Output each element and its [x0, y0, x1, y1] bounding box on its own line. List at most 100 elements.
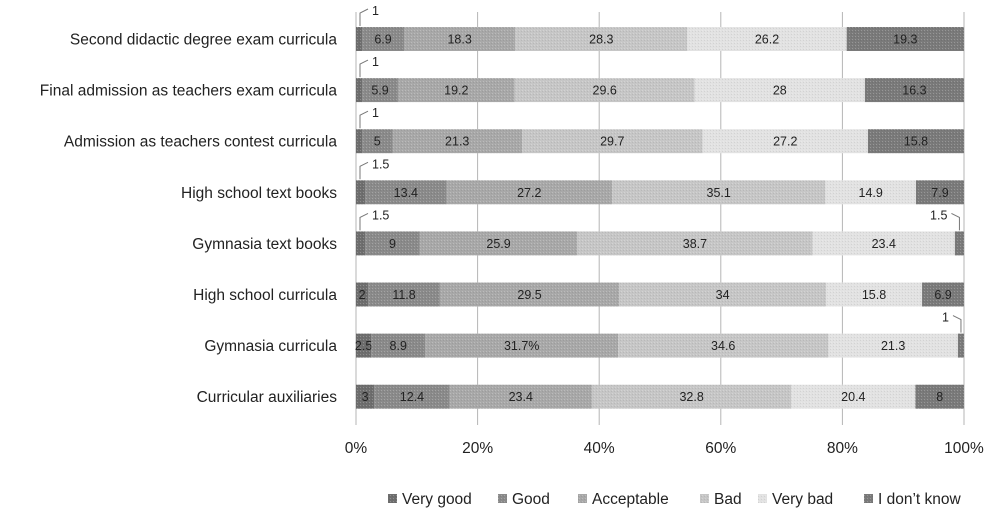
data-label: 1: [372, 4, 379, 18]
bar-segment: [362, 27, 405, 51]
bar-segment: [825, 180, 916, 205]
bar-segment: [915, 180, 964, 205]
bar-segment: [521, 129, 703, 154]
bar-segment: [514, 78, 695, 103]
bar-segment: [687, 27, 847, 51]
bar-segment: [365, 180, 447, 205]
bar-segments: 6.9 18.3 28.3 26.2 19.35.9 19.2 29.6 28 16.35 21.…: [355, 27, 964, 409]
data-label: 38.7: [683, 237, 707, 251]
data-label: 5.9: [371, 84, 388, 98]
data-label: 6.9: [374, 33, 391, 47]
bar-segment: [825, 282, 923, 307]
data-label: 23.4: [509, 390, 533, 404]
data-label: 27.2: [517, 186, 541, 200]
data-label: 9: [389, 237, 396, 251]
bar-segment: [365, 231, 420, 256]
data-label: 13.4: [394, 186, 418, 200]
bar-segment: [515, 27, 688, 51]
bar-segment: [694, 78, 865, 103]
data-label: 2.5: [355, 339, 372, 353]
data-label: 31.7%: [504, 339, 539, 353]
bar-segment: [356, 231, 366, 256]
bar-segment: [356, 27, 363, 51]
bar-segment: [867, 129, 964, 154]
bar-segment: [368, 282, 440, 307]
data-label: 15.8: [904, 135, 928, 149]
data-label: 12.4: [400, 390, 424, 404]
bar-segment: [954, 231, 964, 256]
legend-label: Acceptable: [592, 491, 669, 508]
data-label: 29.7: [600, 135, 624, 149]
category-label: Gymnasia curricula: [204, 338, 337, 355]
callout-leader: [359, 212, 369, 231]
bar-segment: [356, 282, 369, 307]
data-label: 20.4: [841, 390, 865, 404]
x-tick-label: 40%: [584, 440, 615, 457]
legend-label: Bad: [714, 491, 742, 508]
x-tick-label: 60%: [705, 440, 736, 457]
x-tick-labels: 0% 20% 40% 60% 80% 100%: [345, 440, 984, 457]
bar-segment: [591, 384, 792, 409]
legend-entry: Very good: [388, 491, 472, 508]
legend-swatch: [700, 494, 709, 503]
bar-segment: [419, 231, 578, 256]
x-tick-label: 0%: [345, 440, 368, 457]
bar-segment: [356, 333, 372, 358]
data-label: 3: [362, 390, 369, 404]
data-label: 16.3: [902, 84, 926, 98]
data-label: 7.9: [931, 186, 948, 200]
callout-leader: [952, 315, 962, 333]
legend-swatch: [758, 494, 767, 503]
bar-segment: [864, 78, 964, 103]
category-label: High school curricula: [193, 287, 337, 304]
data-label: 34: [716, 288, 730, 302]
bar-segment: [374, 384, 450, 409]
legend-entry: Good: [498, 491, 550, 508]
legend-label: Very bad: [772, 491, 833, 508]
bar-segment: [618, 333, 829, 358]
data-label: 8: [936, 390, 943, 404]
legend: Very good Good Acceptable Bad Very bad I don’…: [388, 491, 962, 508]
data-label: 1: [372, 106, 379, 120]
category-label: Curricular auxiliaries: [197, 389, 338, 406]
data-label: 23.4: [872, 237, 896, 251]
bar-segment: [619, 282, 826, 307]
data-label: 6.9: [934, 288, 951, 302]
bar-segment: [356, 129, 363, 154]
bar-segment: [397, 78, 515, 103]
data-label: 29.6: [593, 84, 617, 98]
data-label: 15.8: [862, 288, 886, 302]
bar-segment: [449, 384, 592, 409]
legend-swatch: [498, 494, 507, 503]
data-label: 11.8: [392, 288, 415, 302]
bar-segment: [702, 129, 868, 154]
bar-segment: [446, 180, 612, 205]
data-label: 21.3: [881, 339, 905, 353]
category-label: Final admission as teachers exam curricu…: [40, 83, 338, 100]
bar-segment: [356, 180, 366, 205]
x-tick-label: 80%: [827, 440, 858, 457]
legend-swatch: [864, 494, 873, 503]
bar-segment: [957, 333, 964, 358]
category-label: Gymnasia text books: [192, 236, 337, 253]
category-label: High school text books: [181, 185, 337, 202]
callout-leader: [359, 8, 369, 26]
category-label: Admission as teachers contest curricula: [64, 134, 337, 151]
category-label: Second didactic degree exam curricula: [70, 32, 337, 49]
x-tick-label: 20%: [462, 440, 493, 457]
data-label: 35.1: [707, 186, 731, 200]
callout-leader: [359, 161, 369, 180]
legend-label: I don’t know: [878, 491, 962, 508]
data-label: 28.3: [589, 33, 613, 47]
bar-segment: [577, 231, 813, 256]
callout-labels: 1 1 1 1.5 1.5 1.5 1: [359, 4, 962, 333]
bar-segment: [611, 180, 826, 205]
legend-entry: Acceptable: [578, 491, 669, 508]
data-label: 1: [372, 55, 379, 69]
x-tick-label: 100%: [944, 440, 984, 457]
data-label: 19.2: [444, 84, 468, 98]
legend-label: Good: [512, 491, 550, 508]
bar-segment: [922, 282, 964, 307]
legend-label: Very good: [402, 491, 472, 508]
